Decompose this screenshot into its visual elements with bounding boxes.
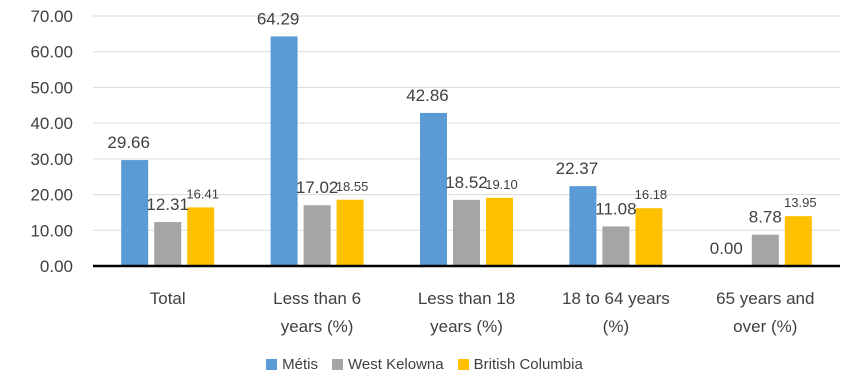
x-tick-label: (%): [603, 317, 629, 336]
data-label: 19.10: [485, 177, 518, 192]
data-label: 29.66: [107, 133, 150, 152]
bar: [154, 222, 182, 266]
y-tick-label: 10.00: [30, 221, 73, 240]
data-label: 12.31: [146, 195, 189, 214]
y-tick-label: 0.00: [40, 257, 73, 276]
y-tick-label: 30.00: [30, 150, 73, 169]
bar: [453, 199, 480, 266]
bars: [121, 36, 812, 267]
x-tick-label: over (%): [733, 317, 797, 336]
bar: [270, 36, 298, 267]
y-tick-label: 60.00: [30, 43, 73, 62]
bar: [486, 197, 513, 266]
gridlines: [93, 15, 840, 231]
data-label: 16.18: [635, 187, 668, 202]
bar: [336, 199, 364, 266]
data-label: 64.29: [257, 9, 300, 28]
legend-item: Métis: [266, 356, 318, 373]
bar: [420, 112, 447, 266]
x-axis: Total Less than 6 years (%) Less than 18 yea…: [150, 289, 815, 336]
y-tick-label: 70.00: [30, 7, 73, 26]
legend-label: Métis: [282, 356, 318, 373]
data-label: 8.78: [749, 208, 782, 227]
legend-swatch: [332, 359, 343, 370]
legend-label: West Kelowna: [348, 356, 444, 373]
data-label: 22.37: [556, 159, 599, 178]
bar: [187, 207, 215, 266]
x-tick-label: 65 years and: [716, 289, 814, 308]
data-label: 18.52: [445, 173, 488, 192]
bar: [569, 186, 597, 266]
x-tick-label: 18 to 64 years: [562, 289, 670, 308]
bar: [784, 216, 812, 266]
x-tick-label: Total: [150, 289, 186, 308]
data-label: 42.86: [406, 86, 449, 105]
bar: [303, 205, 331, 266]
x-tick-label: years (%): [430, 317, 503, 336]
data-label: 0.00: [710, 239, 743, 258]
y-tick-label: 20.00: [30, 186, 73, 205]
bar-chart: 0.0010.0020.0030.0040.0050.0060.0070.00 …: [30, 7, 840, 336]
legend-swatch: [457, 359, 469, 370]
x-tick-label: Less than 18: [418, 289, 515, 308]
bar: [121, 160, 149, 266]
legend-item: West Kelowna: [332, 356, 444, 373]
legend-item: British Columbia: [457, 356, 583, 373]
data-label: 16.41: [186, 186, 219, 201]
x-tick-label: years (%): [281, 317, 354, 336]
data-label: 17.02: [296, 178, 339, 197]
bar: [635, 208, 663, 266]
legend-swatch: [266, 359, 278, 370]
y-axis: 0.00 10.00 20.00 30.00 40.00 50.00 60.00 70.00: [30, 7, 73, 276]
data-label: 18.55: [336, 179, 369, 194]
legend: Métis West Kelowna British Columbia: [0, 356, 849, 373]
x-tick-label: Less than 6: [273, 289, 361, 308]
data-label: 13.95: [784, 195, 817, 210]
data-label: 11.08: [595, 199, 636, 218]
y-tick-label: 50.00: [30, 78, 73, 97]
bar: [751, 234, 779, 266]
legend-label: British Columbia: [473, 356, 583, 373]
bar: [602, 226, 630, 266]
y-tick-label: 40.00: [30, 114, 73, 133]
